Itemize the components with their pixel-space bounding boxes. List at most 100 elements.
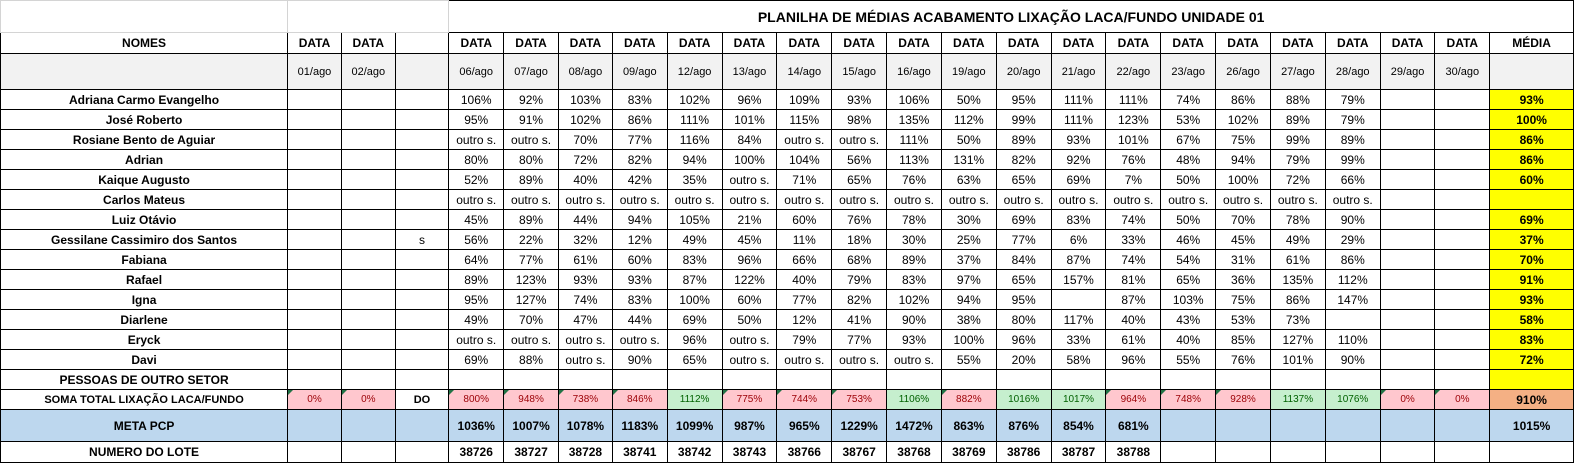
date-header[interactable]: DATA bbox=[1215, 32, 1271, 54]
percent-cell[interactable]: 89% bbox=[995, 129, 1052, 150]
percent-cell[interactable]: 75% bbox=[1215, 289, 1271, 310]
percent-cell[interactable] bbox=[1434, 229, 1491, 250]
percent-cell[interactable] bbox=[1434, 169, 1491, 190]
percent-cell[interactable]: 69% bbox=[995, 209, 1052, 230]
blank-cell[interactable] bbox=[448, 369, 505, 390]
percent-cell[interactable]: 50% bbox=[1160, 169, 1217, 190]
percent-cell[interactable] bbox=[1434, 189, 1491, 210]
meta-cell[interactable]: 1036% bbox=[448, 409, 505, 442]
media-header[interactable]: MÉDIA bbox=[1489, 32, 1574, 54]
date-cell[interactable]: 23/ago bbox=[1160, 53, 1217, 90]
percent-cell[interactable]: 70% bbox=[503, 309, 559, 330]
date-header[interactable]: DATA bbox=[1160, 32, 1217, 54]
date-cell[interactable]: 12/ago bbox=[666, 53, 723, 90]
percent-cell[interactable]: 75% bbox=[1215, 129, 1271, 150]
percent-cell[interactable]: 45% bbox=[448, 209, 505, 230]
percent-cell[interactable] bbox=[1434, 349, 1491, 370]
date-cell[interactable]: 02/ago bbox=[340, 53, 396, 90]
percent-cell[interactable]: 61% bbox=[1269, 249, 1326, 270]
average-cell[interactable]: 86% bbox=[1489, 129, 1574, 150]
percent-cell[interactable] bbox=[394, 329, 450, 350]
meta-cell[interactable] bbox=[340, 409, 396, 442]
percent-cell[interactable]: 65% bbox=[831, 169, 888, 190]
percent-cell[interactable]: 12% bbox=[611, 229, 668, 250]
percent-cell[interactable]: 106% bbox=[448, 89, 505, 110]
percent-cell[interactable]: 53% bbox=[1215, 309, 1271, 330]
percent-cell[interactable]: 40% bbox=[557, 169, 613, 190]
percent-cell[interactable] bbox=[1379, 189, 1436, 210]
employee-name[interactable]: Adrian bbox=[0, 149, 289, 170]
percent-cell[interactable]: outro s. bbox=[503, 129, 559, 150]
blank-cell[interactable] bbox=[1105, 369, 1162, 390]
percent-cell[interactable] bbox=[1379, 109, 1436, 130]
percent-cell[interactable]: 131% bbox=[940, 149, 997, 170]
soma-cell[interactable]: DO bbox=[394, 389, 450, 410]
lote-cell[interactable]: 38742 bbox=[666, 441, 723, 463]
percent-cell[interactable] bbox=[1379, 209, 1436, 230]
percent-cell[interactable]: 37% bbox=[940, 249, 997, 270]
percent-cell[interactable]: outro s. bbox=[448, 329, 505, 350]
percent-cell[interactable]: 94% bbox=[611, 209, 668, 230]
percent-cell[interactable] bbox=[394, 209, 450, 230]
percent-cell[interactable]: outro s. bbox=[448, 129, 505, 150]
percent-cell[interactable] bbox=[287, 89, 342, 110]
percent-cell[interactable] bbox=[340, 89, 396, 110]
lote-cell[interactable]: 38788 bbox=[1105, 441, 1162, 463]
percent-cell[interactable]: outro s. bbox=[448, 189, 505, 210]
percent-cell[interactable]: outro s. bbox=[831, 349, 888, 370]
percent-cell[interactable]: 100% bbox=[940, 329, 997, 350]
soma-cell[interactable]: 948% bbox=[503, 389, 559, 410]
percent-cell[interactable]: 102% bbox=[666, 89, 723, 110]
employee-name[interactable]: Kaique Augusto bbox=[0, 169, 289, 190]
percent-cell[interactable]: 66% bbox=[1324, 169, 1381, 190]
percent-cell[interactable]: 67% bbox=[1160, 129, 1217, 150]
percent-cell[interactable]: 77% bbox=[776, 289, 833, 310]
meta-cell[interactable]: 854% bbox=[1050, 409, 1107, 442]
average-cell[interactable] bbox=[1489, 369, 1574, 390]
percent-cell[interactable] bbox=[394, 89, 450, 110]
average-cell[interactable]: 70% bbox=[1489, 249, 1574, 270]
percent-cell[interactable] bbox=[287, 169, 342, 190]
percent-cell[interactable]: outro s. bbox=[611, 329, 668, 350]
date-header[interactable]: DATA bbox=[721, 32, 778, 54]
percent-cell[interactable]: 20% bbox=[995, 349, 1052, 370]
percent-cell[interactable]: 65% bbox=[995, 269, 1052, 290]
percent-cell[interactable]: 80% bbox=[995, 309, 1052, 330]
percent-cell[interactable] bbox=[340, 249, 396, 270]
average-cell[interactable]: 83% bbox=[1489, 329, 1574, 350]
percent-cell[interactable]: 43% bbox=[1160, 309, 1217, 330]
percent-cell[interactable]: 72% bbox=[1269, 169, 1326, 190]
percent-cell[interactable]: 18% bbox=[831, 229, 888, 250]
percent-cell[interactable]: 36% bbox=[1215, 269, 1271, 290]
percent-cell[interactable]: outro s. bbox=[940, 189, 997, 210]
percent-cell[interactable]: outro s. bbox=[666, 189, 723, 210]
percent-cell[interactable]: 54% bbox=[1160, 249, 1217, 270]
percent-cell[interactable]: 33% bbox=[1105, 229, 1162, 250]
percent-cell[interactable]: 33% bbox=[1050, 329, 1107, 350]
date-header[interactable]: DATA bbox=[995, 32, 1052, 54]
sheet-title[interactable]: PLANILHA DE MÉDIAS ACABAMENTO LIXAÇÃO LA… bbox=[448, 0, 1574, 33]
percent-cell[interactable]: outro s. bbox=[721, 189, 778, 210]
blank-cell[interactable] bbox=[721, 369, 778, 390]
percent-cell[interactable]: 55% bbox=[1160, 349, 1217, 370]
date-header[interactable]: DATA bbox=[557, 32, 613, 54]
lote-cell[interactable] bbox=[1324, 441, 1381, 463]
percent-cell[interactable]: 40% bbox=[776, 269, 833, 290]
meta-cell[interactable] bbox=[1269, 409, 1326, 442]
percent-cell[interactable]: 44% bbox=[557, 209, 613, 230]
date-cell[interactable]: 15/ago bbox=[831, 53, 888, 90]
percent-cell[interactable]: 89% bbox=[886, 249, 942, 270]
percent-cell[interactable] bbox=[287, 249, 342, 270]
lote-cell[interactable] bbox=[394, 441, 450, 463]
percent-cell[interactable]: 99% bbox=[1269, 129, 1326, 150]
percent-cell[interactable]: 86% bbox=[1215, 89, 1271, 110]
meta-cell[interactable] bbox=[1434, 409, 1491, 442]
lote-cell[interactable]: 38767 bbox=[831, 441, 888, 463]
percent-cell[interactable]: 11% bbox=[776, 229, 833, 250]
percent-cell[interactable]: 48% bbox=[1160, 149, 1217, 170]
blank-cell[interactable] bbox=[394, 369, 450, 390]
percent-cell[interactable]: 85% bbox=[1215, 329, 1271, 350]
soma-cell[interactable]: 0% bbox=[1434, 389, 1491, 410]
lote-cell[interactable]: 38766 bbox=[776, 441, 833, 463]
percent-cell[interactable] bbox=[1379, 149, 1436, 170]
